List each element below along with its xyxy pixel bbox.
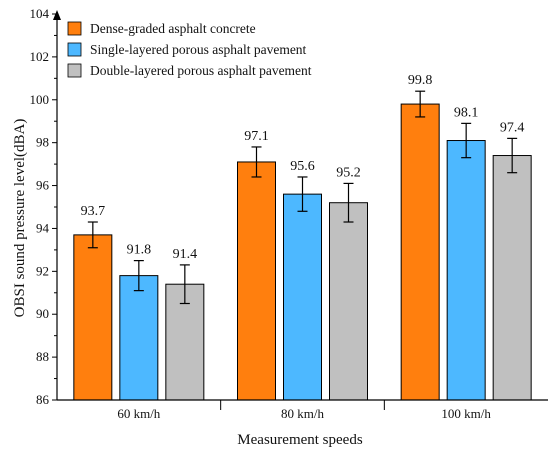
error-bars-layer [87,90,518,305]
x-tick-label: 60 km/h [117,406,160,421]
data-labels-layer: 93.7 91.8 91.4 97.1 95.6 95.2 99.8 98.1 97.4 [81,73,525,262]
y-tick-label: 92 [36,263,49,278]
legend-label: Dense-graded asphalt concrete [90,21,256,36]
x-tick-label: 80 km/h [281,406,324,421]
axes-layer: 60 km/h 80 km/h 100 km/h 86 88 90 92 94 96 98 100 1… [30,6,548,421]
y-tick-label: 104 [30,6,50,21]
data-label: 95.6 [290,159,315,174]
y-tick-label: 102 [30,49,50,64]
bar-3-3 [492,155,532,401]
y-axis-title: OBSI sound pressure level(dBA) [12,119,28,318]
data-label: 95.2 [336,165,361,180]
data-label: 93.7 [81,204,106,219]
bar-1-1 [73,234,113,401]
legend: Dense-graded asphalt concrete Single-laye… [67,21,312,78]
y-tick-label: 90 [36,306,49,321]
bar-2-2 [283,193,322,401]
bar-2-3 [446,140,486,401]
legend-swatch [67,42,82,57]
legend-label: Double-layered porous asphalt pavement [90,63,312,78]
y-tick-label: 96 [36,178,50,193]
data-label: 91.4 [173,247,198,262]
y-tick-label: 88 [36,349,49,364]
data-label: 97.1 [244,129,269,144]
x-tick-label: 100 km/h [441,406,491,421]
x-axis-title: Measurement speeds [237,432,363,448]
bar-3-2 [329,202,368,401]
bar-2-1 [119,275,159,401]
legend-swatch [67,21,82,36]
y-tick-label: 100 [30,92,50,107]
y-axis-arrow [53,10,61,20]
bars-layer [73,103,532,401]
bar-1-3 [400,103,440,401]
data-label: 99.8 [408,73,433,88]
data-label: 97.4 [500,120,525,135]
legend-swatch [67,63,82,78]
data-label: 91.8 [127,243,152,258]
bar-1-2 [237,161,276,401]
legend-label: Single-layered porous asphalt pavement [90,42,307,57]
data-label: 98.1 [454,105,479,120]
y-tick-label: 94 [36,220,50,235]
y-tick-label: 98 [36,135,49,150]
y-tick-label: 86 [36,392,50,407]
